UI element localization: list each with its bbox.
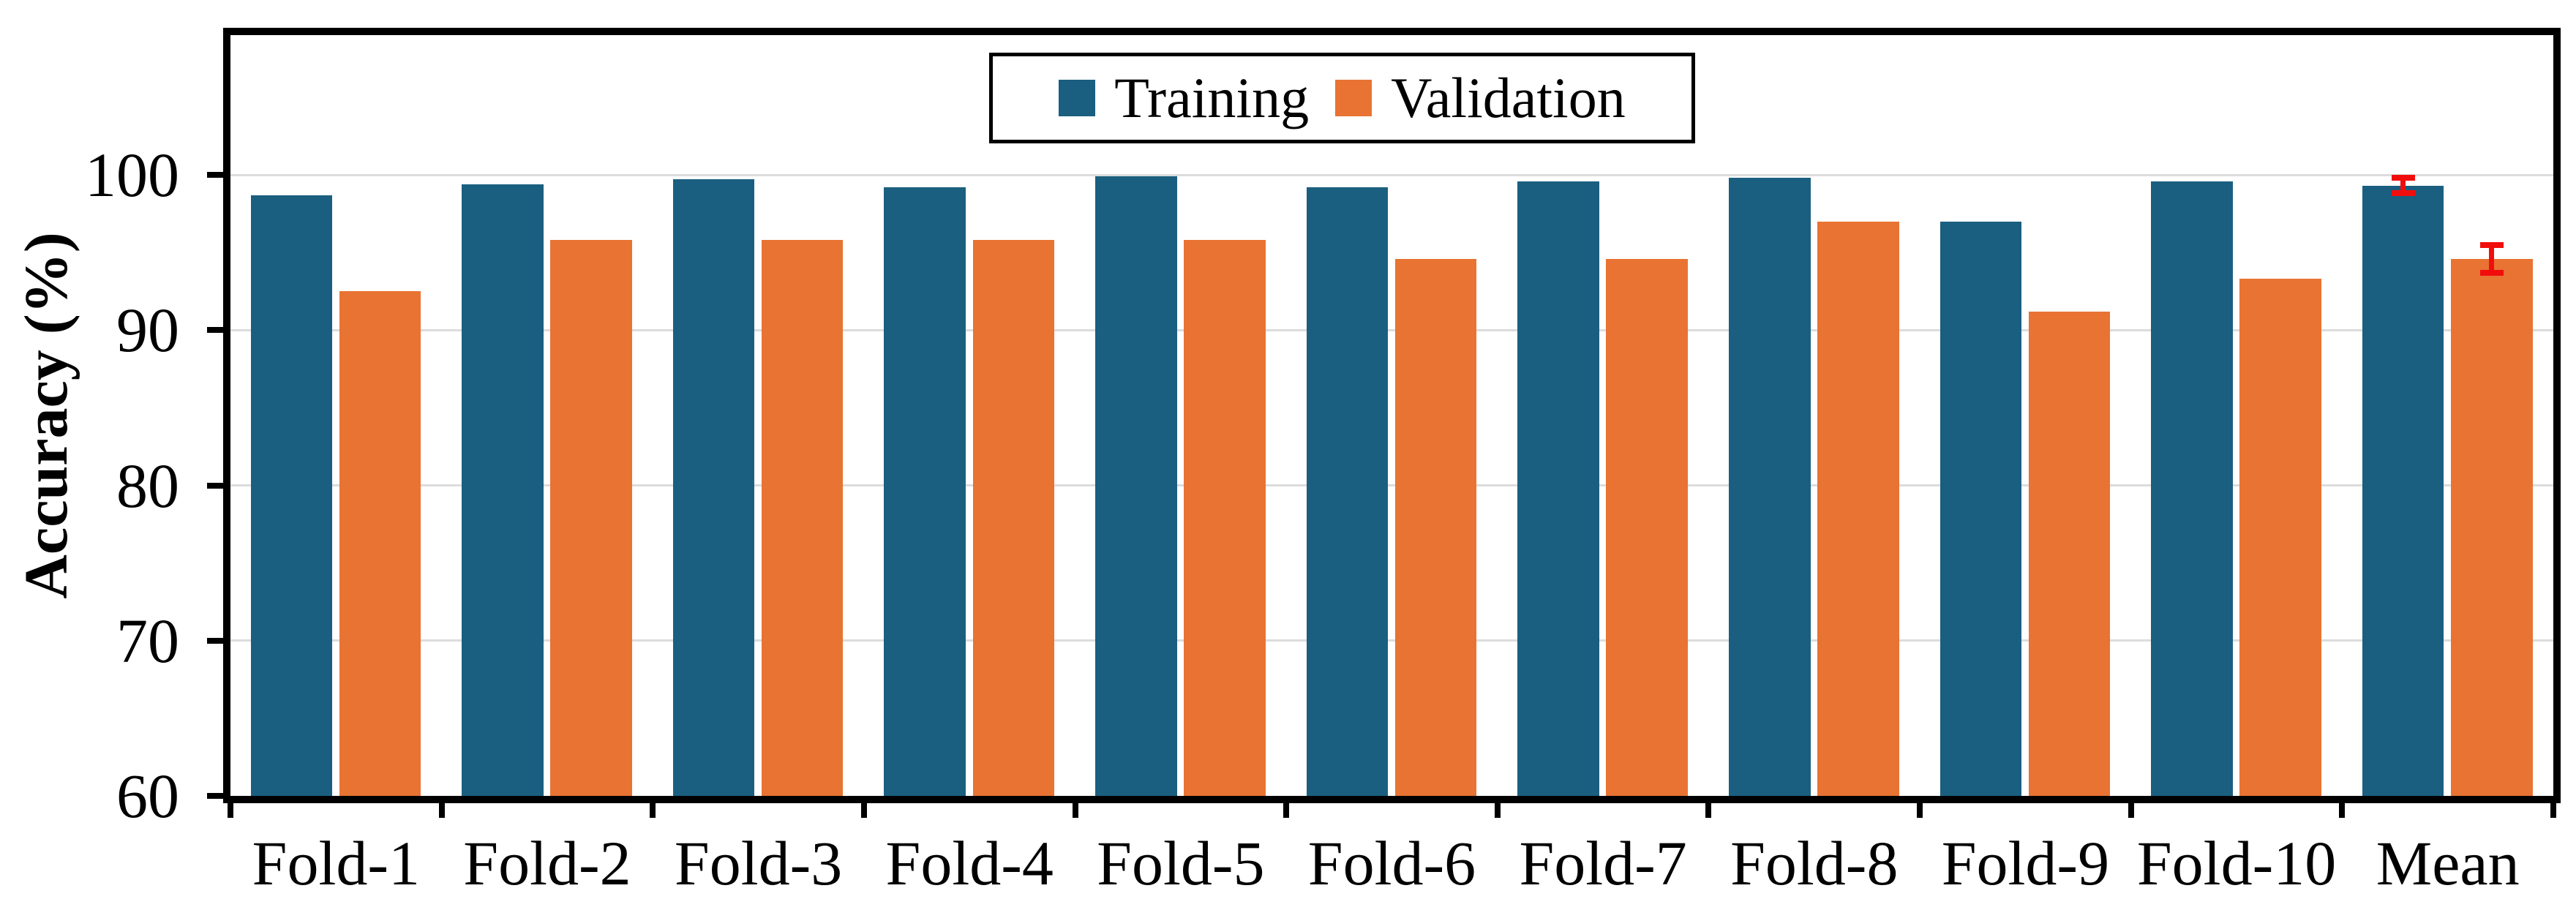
y-tick-60 [207, 793, 230, 799]
y-tick-70 [207, 637, 230, 644]
bar-training-fold-7 [1517, 181, 1599, 796]
x-label-mean: Mean [2376, 828, 2520, 898]
bar-training-fold-8 [1729, 178, 1811, 796]
x-tick-5 [1283, 797, 1290, 818]
bar-validation-fold-1 [339, 291, 421, 796]
bar-validation-fold-10 [2239, 279, 2321, 796]
bar-training-fold-6 [1306, 187, 1389, 796]
gridline-100 [230, 173, 2553, 176]
legend-label-validation: Validation [1391, 66, 1626, 129]
gridline-80 [230, 484, 2553, 486]
x-tick-2 [650, 797, 656, 818]
training-swatch-icon [1059, 80, 1096, 116]
bar-validation-fold-9 [2028, 311, 2111, 796]
x-label-fold-4: Fold-4 [885, 828, 1054, 898]
bar-validation-fold-4 [972, 240, 1055, 796]
y-tick-80 [207, 482, 230, 489]
bar-validation-fold-8 [1817, 221, 1899, 796]
x-label-fold-9: Fold-9 [1941, 828, 2110, 898]
legend-entry-validation: Validation [1335, 69, 1626, 127]
error-bar-cap-upper-training [2391, 175, 2415, 181]
bar-training-fold-5 [1095, 176, 1177, 796]
bar-validation-fold-6 [1394, 258, 1477, 796]
x-tick-0 [228, 797, 233, 818]
bar-training-fold-4 [884, 187, 966, 796]
bar-training-fold-1 [250, 195, 333, 796]
bar-training-fold-3 [672, 179, 755, 796]
error-bar-cap-lower-training [2391, 190, 2415, 197]
x-label-fold-10: Fold-10 [2136, 828, 2337, 898]
x-label-fold-8: Fold-8 [1730, 828, 1899, 898]
gridline-90 [230, 328, 2553, 331]
y-tick-90 [207, 327, 230, 334]
bar-training-mean [2362, 185, 2444, 796]
bar-validation-fold-3 [761, 240, 844, 796]
bar-training-fold-9 [1939, 221, 2022, 796]
x-label-fold-5: Fold-5 [1097, 828, 1265, 898]
x-tick-1 [438, 797, 445, 818]
x-tick-7 [1705, 797, 1712, 818]
x-tick-11 [2550, 797, 2556, 818]
bar-validation-mean [2451, 258, 2533, 796]
x-tick-3 [860, 797, 867, 818]
y-tick-label-100: 100 [85, 140, 179, 211]
legend-label-training: Training [1114, 66, 1310, 129]
bar-training-fold-2 [462, 184, 544, 796]
y-tick-label-90: 90 [116, 295, 179, 366]
x-label-fold-2: Fold-2 [463, 828, 631, 898]
legend: Training Validation [989, 53, 1695, 143]
bar-validation-fold-2 [550, 240, 632, 796]
x-label-fold-7: Fold-7 [1519, 828, 1687, 898]
gridline-70 [230, 639, 2553, 642]
legend-entry-training: Training [1059, 69, 1309, 127]
y-tick-label-70: 70 [116, 605, 179, 676]
bar-training-fold-10 [2151, 181, 2233, 796]
y-tick-label-80: 80 [116, 450, 179, 521]
x-tick-4 [1072, 797, 1078, 818]
error-bar-cap-upper-validation [2479, 241, 2504, 248]
error-bar-training [2400, 178, 2406, 194]
x-label-fold-1: Fold-1 [252, 828, 420, 898]
y-tick-100 [207, 172, 230, 178]
bar-validation-fold-7 [1606, 258, 1688, 796]
error-bar-cap-lower-validation [2479, 269, 2504, 276]
x-tick-10 [2339, 797, 2346, 818]
x-label-fold-6: Fold-6 [1307, 828, 1476, 898]
x-tick-9 [2128, 797, 2134, 818]
x-tick-6 [1494, 797, 1501, 818]
x-tick-8 [1917, 797, 1923, 818]
y-tick-label-60: 60 [116, 761, 179, 831]
validation-swatch-icon [1335, 80, 1373, 116]
error-bar-validation [2489, 244, 2495, 273]
bar-validation-fold-5 [1184, 240, 1266, 796]
x-label-fold-3: Fold-3 [674, 828, 843, 898]
